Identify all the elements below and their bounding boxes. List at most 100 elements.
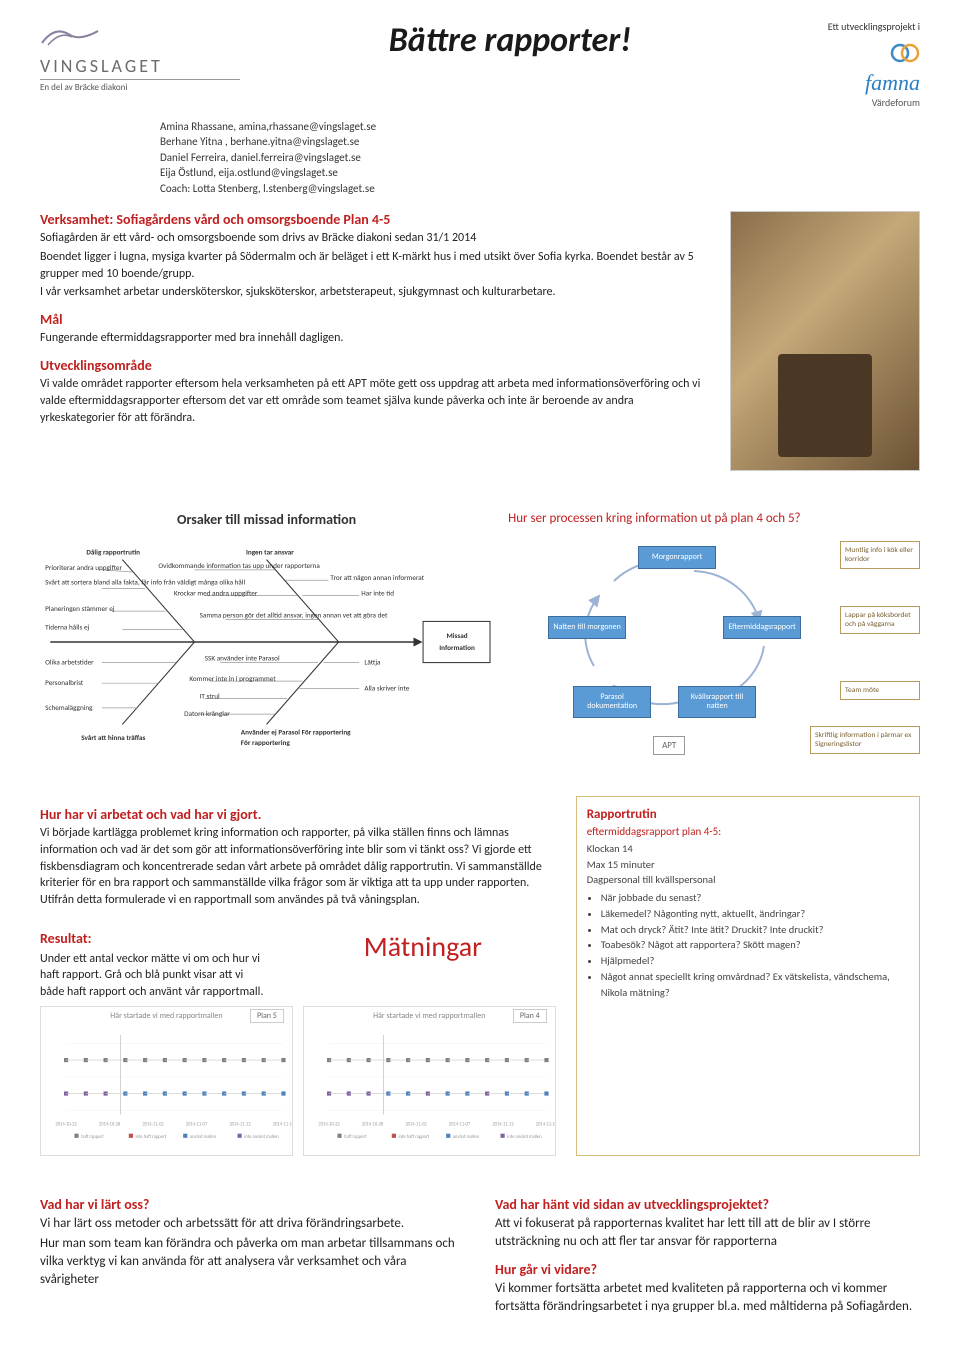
project-label: Ett utvecklingsprojekt i <box>780 20 920 33</box>
proc-side: Team möte <box>840 681 920 700</box>
page-title-wrap: Bättre rapporter! <box>240 20 780 61</box>
fishbone-diagram: Orsaker till missad information Missad I… <box>40 511 493 766</box>
learn-head: Vad har vi lärt oss? <box>40 1196 465 1213</box>
author-line: Berhane Yitna , berhane.yitna@vingslaget… <box>160 134 920 149</box>
proc-side: Lappar på köksbordet och på väggarna <box>840 606 920 634</box>
fb-cause: Olika arbetstider <box>45 658 94 667</box>
side-p1: Att vi fokuserat på rapporternas kvalite… <box>495 1215 920 1251</box>
svg-text:2014-10-28: 2014-10-28 <box>362 1122 384 1127</box>
fb-cat: Dålig rapportrutin <box>86 547 140 556</box>
routine-item: Något annat speciellt kring omvårdnad? E… <box>601 969 909 1001</box>
author-block: Amina Rhassane, amina,rhassane@vingslage… <box>160 119 920 196</box>
learn-col: Vad har vi lärt oss? Vi har lärt oss met… <box>40 1186 465 1317</box>
process-diagram: Hur ser processen kring information ut p… <box>508 511 920 766</box>
routine-item: Toabesök? Något att rapportera? Skött ma… <box>601 937 909 953</box>
author-line: Daniel Ferreira, daniel.ferreira@vingsla… <box>160 150 920 165</box>
svg-text:inte haft rapport: inte haft rapport <box>398 1135 429 1140</box>
chart-label: Plan 5 <box>250 1009 284 1023</box>
fb-cause: Schemaläggning <box>45 703 93 712</box>
svg-text:haft rapport: haft rapport <box>344 1135 367 1140</box>
chart-plan4: Här startade vi med rapportmallen Plan 4… <box>303 1006 556 1156</box>
fb-cause: Samma person gör det alltid ansvar, inge… <box>200 610 388 619</box>
proc-node: Natten till morgonen <box>548 616 626 639</box>
famna-brand: famna <box>780 70 920 96</box>
svg-text:2014-11-12: 2014-11-12 <box>492 1122 514 1127</box>
verksamhet-head: Verksamhet: Sofiagårdens vård och omsorg… <box>40 211 710 228</box>
famna-sub: Värdeforum <box>780 96 920 109</box>
mal-head: Mål <box>40 311 710 328</box>
fb-cause: Har inte tid <box>361 589 394 598</box>
page-title: Bättre rapporter! <box>240 20 780 61</box>
intro-p1: Sofiagården är ett vård- och omsorgsboen… <box>40 230 710 247</box>
routine-head: Rapportrutin <box>587 805 909 825</box>
proc-node: Morgonrapport <box>638 546 716 569</box>
fb-cause: Prioriterar andra uppgifter <box>45 563 122 572</box>
fb-cause: Planeringen stämmer ej <box>45 604 115 613</box>
logo-brand: VINGSLAGET <box>40 55 240 77</box>
proc-node: Eftermiddagsrapport <box>723 616 801 639</box>
svg-text:2014-11-07: 2014-11-07 <box>186 1122 208 1127</box>
work-head: Hur har vi arbetat och vad har vi gjort. <box>40 806 556 823</box>
routine-list: När jobbade du senast?Läkemedel? Någonti… <box>601 890 909 1000</box>
result-p: Under ett antal veckor mätte vi om och h… <box>40 951 270 1001</box>
fishbone-title: Orsaker till missad information <box>40 511 493 528</box>
result-head: Resultat: <box>40 929 270 949</box>
author-line: Coach: Lotta Stenberg, l.stenberg@vingsl… <box>160 181 920 196</box>
photo-placeholder <box>730 211 920 471</box>
svg-text:Missad: Missad <box>446 631 467 640</box>
fb-cause: Krockar med andra uppgifter <box>174 589 258 598</box>
proc-side: Skriftlig information i pärmar ex Signer… <box>810 726 920 754</box>
fb-cause: Alla skriver inte <box>364 683 409 692</box>
diagrams-row: Orsaker till missad information Missad I… <box>40 511 920 766</box>
svg-text:2014-11-07: 2014-11-07 <box>449 1122 471 1127</box>
fb-cause: Svårt att sortera bland alla fakta, får … <box>45 577 245 586</box>
author-line: Eija Östlund, eija.ostlund@vingslaget.se <box>160 165 920 180</box>
fb-cause: IT strul <box>200 692 220 701</box>
routine-line: Dagpersonal till kvällspersonal <box>587 872 909 888</box>
routine-item: Mat och dryck? Ätit? Inte ätit? Druckit?… <box>601 922 909 938</box>
fb-cause: Personalbrist <box>45 678 84 687</box>
fb-cause: Tiderna hålls ej <box>45 623 89 632</box>
work-p: Vi började kartlägga problemet kring inf… <box>40 825 556 909</box>
svg-text:2014-10-28: 2014-10-28 <box>99 1122 121 1127</box>
svg-text:inte använt mallen: inte använt mallen <box>244 1135 279 1140</box>
logo-right: Ett utvecklingsprojekt i famna Värdeforu… <box>780 20 920 109</box>
proc-apt: APT <box>653 736 685 755</box>
measurements-title: Mätningar <box>290 929 556 964</box>
intro-row: Verksamhet: Sofiagårdens vård och omsorg… <box>40 211 920 471</box>
fb-cause: Lättja <box>364 658 380 667</box>
fb-cat: Använder ej Parasol För rapportering <box>241 728 351 737</box>
fb-cat: Svårt att hinna träffas <box>81 733 145 742</box>
fishbone-svg: Missad Information Dålig rapportrutin In… <box>40 532 493 752</box>
work-row: Hur har vi arbetat och vad har vi gjort.… <box>40 796 920 1156</box>
mal-p: Fungerande eftermiddagsrapporter med bra… <box>40 330 710 347</box>
intro-p3: I vår verksamhet arbetar undersköterskor… <box>40 284 710 301</box>
routine-sub: eftermiddagsrapport plan 4-5: <box>587 824 909 841</box>
svg-text:För rapportering: För rapportering <box>241 738 291 747</box>
proc-side: Muntlig info i kök eller korridor <box>840 541 920 569</box>
svg-text:2014-11-12: 2014-11-12 <box>229 1122 251 1127</box>
chart-plan5: Här startade vi med rapportmallen Plan 5… <box>40 1006 293 1156</box>
logo-left: VINGSLAGET En del av Bräcke diakoni <box>40 20 240 93</box>
routine-item: När jobbade du senast? <box>601 890 909 906</box>
svg-text:2014-10-22: 2014-10-22 <box>55 1122 77 1127</box>
famna-icon <box>780 39 920 70</box>
routine-box: Rapportrutin eftermiddagsrapport plan 4-… <box>576 796 920 1156</box>
routine-line: Max 15 minuter <box>587 857 909 873</box>
fb-cause: Kommer inte in i programmet <box>189 674 276 683</box>
svg-text:använt mallen: använt mallen <box>190 1135 217 1140</box>
svg-text:2014-11-17: 2014-11-17 <box>536 1122 555 1127</box>
svg-text:haft rapport: haft rapport <box>81 1135 104 1140</box>
side-head2: Hur går vi vidare? <box>495 1261 920 1278</box>
side-head1: Vad har hänt vid sidan av utvecklingspro… <box>495 1196 920 1213</box>
svg-text:2014-11-02: 2014-11-02 <box>405 1122 427 1127</box>
side-p2: Vi kommer fortsätta arbetet med kvalitet… <box>495 1280 920 1316</box>
page-header: VINGSLAGET En del av Bräcke diakoni Bätt… <box>40 20 920 109</box>
svg-text:inte haft rapport: inte haft rapport <box>135 1135 166 1140</box>
result-block: Resultat: Under ett antal veckor mätte v… <box>40 919 270 1001</box>
svg-text:2014-10-22: 2014-10-22 <box>318 1122 340 1127</box>
routine-line: Klockan 14 <box>587 841 909 857</box>
proc-node: Kvällsrapport till natten <box>678 686 756 718</box>
routine-item: Hjälpmedel? <box>601 953 909 969</box>
fb-cause: Ovidkommande information tas upp under r… <box>158 561 319 570</box>
